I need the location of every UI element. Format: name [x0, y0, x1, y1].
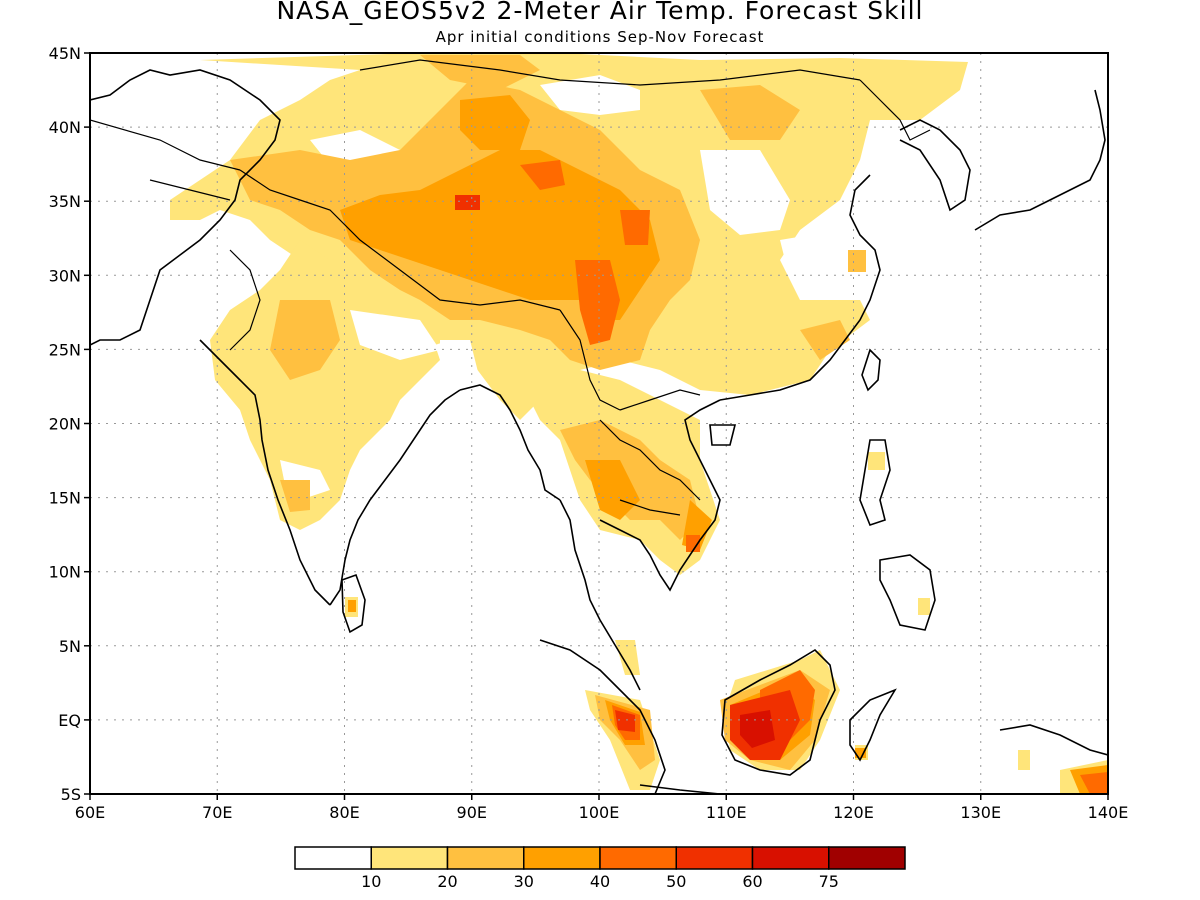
border-mongolia: [359, 59, 861, 86]
coast-india-west: [199, 339, 331, 606]
colorbar-swatch: [523, 846, 601, 870]
lat-label: 10N: [49, 563, 81, 582]
border-afghan: [149, 179, 231, 201]
shade-tibet-40: [520, 160, 565, 190]
border-china-burma: [559, 309, 621, 411]
coastlines: [90, 69, 1108, 794]
shade-mongolia-20: [700, 85, 800, 140]
coast-korea: [899, 119, 971, 212]
gap-ganges: [350, 310, 440, 360]
border-kazakh: [90, 119, 241, 171]
coast-indochina: [599, 399, 721, 592]
shade-newguinea-40: [1080, 772, 1108, 794]
colorbar-label: 10: [361, 872, 381, 891]
lat-label: 35N: [49, 192, 81, 211]
lat-label: 40N: [49, 118, 81, 137]
shade-yunnan-40: [575, 260, 620, 345]
map-title: NASA_GEOS5v2 2-Meter Air Temp. Forecast …: [276, 0, 924, 25]
shade-east-china-20: [800, 320, 850, 360]
coast-taiwan: [861, 348, 881, 392]
shade-borneo-60: [740, 710, 775, 748]
shade-philippines-10: [868, 452, 885, 470]
shade-sumatra-50: [615, 710, 635, 732]
shade-india-s-20: [280, 480, 310, 512]
lon-label: 80E: [329, 803, 359, 822]
shade-qinghai-40: [620, 210, 650, 245]
shade-indochina-30: [585, 460, 640, 520]
coast-borneo: [721, 648, 836, 776]
colorbar-swatch: [751, 846, 830, 870]
lon-label: 100E: [579, 803, 620, 822]
shade-mindanao-10: [918, 598, 930, 615]
shade-india-10: [210, 240, 440, 530]
colorbar-legend: 10 20 30 40 50 60 75: [294, 846, 906, 891]
colorbar-swatch: [294, 846, 372, 870]
coast-sulawesi: [849, 688, 897, 762]
colorbar-swatch: [828, 846, 906, 870]
lat-label: 25N: [49, 340, 81, 359]
coast-sri-lanka: [341, 573, 366, 634]
coast-new-guinea: [999, 724, 1108, 756]
coast-japan: [974, 89, 1106, 231]
border-thai-cambodia: [619, 499, 681, 516]
shade-sumatra-10: [615, 640, 640, 675]
border-himalaya: [239, 169, 561, 311]
skill-shading: [90, 53, 1108, 794]
border-manchuria: [859, 79, 931, 141]
coast-arabia-iran: [90, 69, 281, 346]
lat-label: 5S: [61, 785, 81, 804]
shade-yangtze-20: [848, 250, 866, 272]
gap-east-china: [780, 230, 850, 290]
shade-kunlun-30: [460, 95, 530, 150]
colorbar-label: 40: [590, 872, 610, 891]
gap-north-china: [700, 150, 790, 235]
lat-label: 30N: [49, 266, 81, 285]
gap-mongolia: [540, 75, 640, 115]
colorbar-swatch: [599, 846, 677, 870]
colorbar-swatch: [370, 846, 449, 870]
lon-label: 60E: [75, 803, 105, 822]
coast-hainan: [709, 424, 737, 446]
lat-label: 20N: [49, 415, 81, 434]
shade-vietnam-40: [686, 535, 700, 552]
lon-label: 110E: [706, 803, 747, 822]
coast-sumatra: [539, 639, 666, 794]
lat-label: 15N: [49, 489, 81, 508]
colorbar-label: 60: [742, 872, 762, 891]
coast-malay: [559, 499, 641, 691]
lat-label: EQ: [58, 711, 81, 730]
lon-label: 90E: [457, 803, 487, 822]
map-subtitle: Apr initial conditions Sep-Nov Forecast: [435, 28, 765, 46]
coast-south-china: [719, 174, 881, 401]
lon-label: 120E: [833, 803, 874, 822]
coast-java: [639, 784, 721, 794]
gap-west-pakistan: [90, 53, 200, 190]
colorbar-swatch: [446, 846, 525, 870]
coast-mindanao: [879, 554, 936, 631]
lon-label: 140E: [1088, 803, 1129, 822]
gap-bangladesh: [440, 340, 480, 395]
border-china-laos: [619, 389, 701, 411]
colorbar-label: 30: [514, 872, 534, 891]
colorbar-label: 75: [819, 872, 839, 891]
lat-label: 45N: [49, 44, 81, 63]
border-thai-laos: [599, 419, 701, 501]
country-borders: [90, 59, 931, 516]
border-pakistan-india: [229, 249, 261, 351]
colorbar-label: 50: [666, 872, 686, 891]
colorbar-swatch: [675, 846, 754, 870]
coast-bangladesh-burma: [459, 384, 561, 501]
lon-label: 70E: [202, 803, 232, 822]
coast-luzon: [859, 439, 891, 526]
shade-sri-lanka-30: [348, 600, 356, 612]
lat-label: 5N: [59, 637, 81, 656]
lon-label: 130E: [960, 803, 1001, 822]
coast-india-east: [329, 389, 461, 606]
colorbar-label: 20: [437, 872, 457, 891]
shade-newguinea2-10: [1018, 750, 1030, 770]
shade-india-20: [270, 300, 340, 380]
shade-tibet-50: [455, 195, 480, 210]
